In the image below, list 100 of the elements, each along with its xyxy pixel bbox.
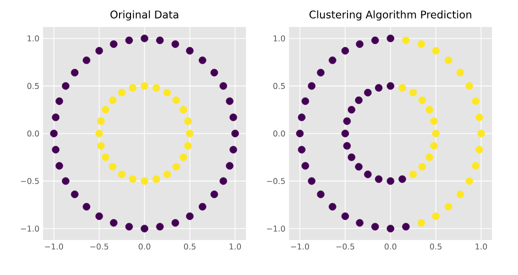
point <box>70 68 79 76</box>
point <box>226 162 234 170</box>
point <box>140 82 148 90</box>
point <box>418 40 426 48</box>
point <box>355 96 363 104</box>
point <box>186 212 194 220</box>
point <box>476 146 484 154</box>
point <box>140 34 148 42</box>
point <box>308 177 316 185</box>
point <box>56 162 64 170</box>
point <box>466 177 474 185</box>
point <box>156 36 164 44</box>
point <box>418 162 426 171</box>
point <box>118 88 126 96</box>
point <box>102 106 110 114</box>
point <box>456 190 464 198</box>
point <box>82 56 90 64</box>
point <box>172 40 180 48</box>
point <box>364 88 372 96</box>
point <box>356 219 364 227</box>
point <box>472 97 480 105</box>
point <box>230 146 238 154</box>
point <box>386 224 394 232</box>
point <box>108 96 117 104</box>
point <box>62 82 70 90</box>
point <box>402 222 410 230</box>
point <box>128 175 137 183</box>
point <box>172 219 180 227</box>
point <box>52 146 60 154</box>
chart-title: Original Data <box>110 10 178 20</box>
point <box>386 82 394 90</box>
point <box>432 46 440 55</box>
point <box>426 153 434 162</box>
point <box>398 175 406 183</box>
point <box>110 40 118 48</box>
point <box>386 177 394 185</box>
point <box>341 46 349 55</box>
point <box>356 40 364 48</box>
point <box>70 190 79 198</box>
point <box>418 96 426 104</box>
point <box>371 36 379 44</box>
point <box>472 162 480 170</box>
point <box>316 68 325 76</box>
point <box>374 175 383 183</box>
point <box>220 177 228 185</box>
point <box>163 170 171 178</box>
point <box>186 130 194 138</box>
chart-title: Clustering Algorithm Prediction <box>310 10 472 20</box>
point <box>466 82 474 90</box>
point <box>355 162 363 171</box>
point <box>477 130 485 138</box>
point <box>152 84 160 92</box>
point <box>125 222 133 230</box>
point <box>52 114 60 122</box>
point <box>298 146 306 154</box>
point <box>398 84 406 92</box>
point <box>426 106 434 114</box>
point <box>302 97 310 105</box>
point <box>102 153 110 162</box>
point <box>125 36 133 44</box>
point <box>172 96 180 104</box>
point <box>409 88 417 96</box>
point <box>328 56 336 64</box>
point <box>62 177 70 185</box>
point <box>180 153 188 162</box>
point <box>418 219 426 227</box>
point <box>341 212 349 220</box>
point <box>430 142 438 150</box>
point <box>186 46 194 55</box>
point <box>432 212 440 220</box>
point <box>341 130 349 138</box>
point <box>140 224 148 232</box>
point <box>210 190 218 198</box>
point <box>328 202 336 211</box>
point <box>296 130 304 138</box>
point <box>456 68 464 76</box>
point <box>110 219 118 227</box>
point <box>231 130 239 138</box>
point <box>364 170 372 178</box>
point <box>409 170 417 178</box>
point <box>386 34 394 42</box>
point <box>56 97 64 105</box>
point <box>97 142 105 150</box>
point <box>444 202 452 211</box>
point <box>210 68 218 76</box>
point <box>476 114 484 122</box>
point <box>50 130 58 138</box>
point <box>82 202 90 211</box>
point <box>118 170 126 178</box>
point <box>198 202 206 211</box>
point <box>432 130 440 138</box>
point <box>444 56 452 64</box>
point <box>198 56 206 64</box>
point <box>180 106 188 114</box>
point <box>97 117 105 125</box>
point <box>140 177 148 185</box>
point <box>226 97 234 105</box>
point <box>230 114 238 122</box>
point <box>152 175 160 183</box>
point <box>184 117 192 125</box>
